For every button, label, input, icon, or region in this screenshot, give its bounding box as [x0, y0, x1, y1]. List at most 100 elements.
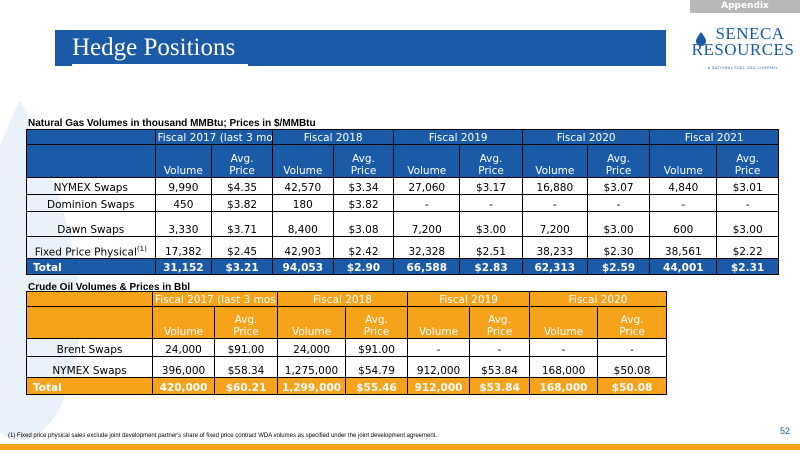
table-cell: -: [649, 194, 718, 212]
seneca-logo: SENECA RESOURCES A NATIONAL FUEL GAS COM…: [690, 25, 800, 82]
table-row: Dominion Swaps 450 $3.82 180 $3.82 - - -…: [26, 194, 779, 212]
oil-subheader-row: Volume Avg. Price Volume Avg. Price Volume…: [26, 306, 668, 339]
logo-tagline: A NATIONAL FUEL GAS COMPANY: [707, 66, 779, 70]
table-cell: 396,000: [152, 356, 215, 378]
volume-header: Volume: [277, 306, 347, 339]
avg-price-header: Avg. Price: [459, 144, 523, 178]
table-cell: 27,060: [393, 177, 461, 195]
table-cell: $4.35: [211, 177, 273, 195]
volume-header: Volume: [271, 144, 334, 178]
table-cell: 66,588: [393, 258, 461, 275]
row-label: NYMEX Swaps: [26, 356, 153, 378]
volume-header: Volume: [152, 306, 215, 339]
table-cell: $50.08: [597, 356, 668, 378]
table-cell: $2.42: [332, 236, 395, 259]
table-cell: $3.00: [586, 211, 651, 237]
table-cell: $2.30: [586, 236, 651, 259]
oil-period-header: Fiscal 2019: [407, 291, 531, 307]
corner-cell: [26, 144, 156, 178]
table-cell: $2.90: [332, 258, 395, 275]
avg-price-header: Avg. Price: [469, 306, 531, 339]
oil-period-header: Fiscal 2020: [529, 291, 668, 307]
table-cell: $3.08: [332, 211, 395, 237]
table-row: NYMEX Swaps 9,990 $4.35 42,570 $3.34 27,…: [26, 177, 779, 195]
table-cell: $3.71: [211, 211, 273, 237]
table-cell: 94,053: [271, 258, 334, 275]
table-cell: $3.82: [211, 194, 273, 212]
volume-header: Volume: [649, 144, 718, 178]
table-cell: $58.34: [213, 356, 279, 378]
table-row: Dawn Swaps 3,330 $3.71 8,400 $3.08 7,200…: [26, 211, 779, 237]
row-label: Total: [26, 377, 153, 395]
logo-name: SENECA RESOURCES: [690, 25, 796, 59]
gas-section-title: Natural Gas Volumes in thousand MMBtu; P…: [28, 118, 316, 129]
corner-cell: [26, 291, 153, 307]
gas-period-header: Fiscal 2018: [271, 129, 395, 145]
table-cell: $2.31: [716, 258, 779, 275]
table-cell: $3.00: [459, 211, 523, 237]
oil-period-header-row: Fiscal 2017 (last 3 mos.) Fiscal 2018 Fi…: [26, 291, 668, 307]
row-label: Total: [26, 258, 156, 275]
table-cell: $2.51: [459, 236, 523, 259]
table-cell: 16,880: [521, 177, 588, 195]
gas-period-header: Fiscal 2020: [521, 129, 651, 145]
volume-header: Volume: [521, 144, 588, 178]
avg-price-header: Avg. Price: [345, 306, 409, 339]
avg-price-header: Avg. Price: [332, 144, 395, 178]
bottom-accent-bar: [0, 444, 800, 450]
drop-icon: [696, 32, 706, 46]
gas-period-header: Fiscal 2017 (last 3 mos.): [154, 129, 273, 145]
table-row: NYMEX Swaps 396,000 $58.34 1,275,000 $54…: [26, 356, 668, 378]
table-cell: 32,328: [393, 236, 461, 259]
table-cell: 4,840: [649, 177, 718, 195]
table-cell: 9,990: [154, 177, 213, 195]
volume-header: Volume: [407, 306, 471, 339]
table-cell: $53.84: [469, 377, 531, 395]
table-cell: $2.59: [586, 258, 651, 275]
table-cell: 180: [271, 194, 334, 212]
table-cell: 7,200: [393, 211, 461, 237]
table-cell: 168,000: [529, 377, 599, 395]
gas-subheader-row: Volume Avg. Price Volume Avg. Price Volume…: [26, 144, 779, 178]
table-cell: $3.82: [332, 194, 395, 212]
table-cell: -: [586, 194, 651, 212]
table-cell: $3.01: [716, 177, 779, 195]
footnote-marker: (1): [136, 244, 147, 253]
table-cell: 42,570: [271, 177, 334, 195]
row-label: NYMEX Swaps: [26, 177, 156, 195]
avg-price-header: Avg. Price: [211, 144, 273, 178]
table-cell: -: [597, 338, 668, 357]
logo-name-line2: RESOURCES: [691, 40, 795, 59]
gas-hedge-table: Fiscal 2017 (last 3 mos.) Fiscal 2018 Fi…: [26, 129, 779, 275]
table-cell: 3,330: [154, 211, 213, 237]
table-cell: $50.08: [597, 377, 668, 395]
table-row: Fixed Price Physical(1) 17,382 $2.45 42,…: [26, 236, 779, 259]
table-cell: -: [716, 194, 779, 212]
gas-period-header: Fiscal 2019: [393, 129, 523, 145]
oil-section-title: Crude Oil Volumes & Prices in Bbl: [28, 282, 191, 293]
table-cell: $91.00: [345, 338, 409, 357]
avg-price-header: Avg. Price: [213, 306, 279, 339]
oil-period-header: Fiscal 2017 (last 3 mos.): [151, 291, 279, 307]
volume-header: Volume: [154, 144, 213, 178]
title-underline: [72, 64, 248, 66]
table-cell: -: [469, 338, 531, 357]
table-cell: -: [407, 338, 471, 357]
table-cell: $54.79: [345, 356, 409, 378]
table-row: Brent Swaps 24,000 $91.00 24,000 $91.00 …: [26, 338, 668, 357]
table-cell: $2.45: [211, 236, 273, 259]
table-cell: 1,275,000: [277, 356, 347, 378]
table-cell: 44,001: [649, 258, 718, 275]
table-cell: $2.83: [459, 258, 523, 275]
page-number: 52: [779, 426, 790, 436]
table-cell: 8,400: [271, 211, 334, 237]
avg-price-header: Avg. Price: [716, 144, 779, 178]
table-cell: 38,233: [521, 236, 588, 259]
table-cell: 62,313: [521, 258, 588, 275]
gas-period-header: Fiscal 2021: [649, 129, 779, 145]
table-cell: $3.17: [459, 177, 523, 195]
table-cell: 42,903: [271, 236, 334, 259]
table-cell: 31,152: [154, 258, 213, 275]
row-label: Dawn Swaps: [26, 211, 156, 237]
gas-period-header-row: Fiscal 2017 (last 3 mos.) Fiscal 2018 Fi…: [26, 129, 779, 145]
